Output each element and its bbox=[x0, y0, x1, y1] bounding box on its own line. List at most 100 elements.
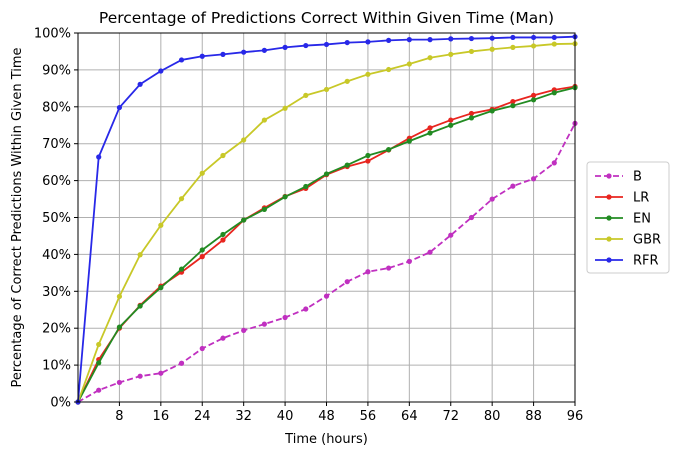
data-point bbox=[448, 117, 454, 123]
data-point bbox=[323, 86, 330, 93]
y-tick-label: 70% bbox=[42, 137, 71, 152]
data-point bbox=[406, 37, 412, 43]
series-layer bbox=[75, 34, 578, 405]
data-point bbox=[116, 104, 123, 111]
data-point bbox=[427, 249, 433, 255]
data-point bbox=[530, 34, 537, 41]
data-point bbox=[261, 206, 267, 212]
data-point bbox=[241, 217, 247, 223]
y-axis-label: Percentage of Correct Predictions Within… bbox=[10, 47, 25, 387]
data-point bbox=[427, 55, 433, 61]
data-point bbox=[344, 39, 350, 46]
legend-label: EN bbox=[633, 212, 651, 227]
data-point bbox=[199, 247, 205, 253]
legend-marker bbox=[606, 215, 612, 221]
y-tick-label: 60% bbox=[42, 174, 71, 189]
legend-label: GBR bbox=[633, 233, 661, 248]
x-tick-label: 64 bbox=[401, 409, 418, 424]
data-point bbox=[386, 66, 392, 73]
data-point bbox=[344, 162, 350, 168]
data-point bbox=[220, 231, 226, 238]
data-point bbox=[386, 147, 392, 153]
data-point bbox=[158, 285, 164, 291]
y-tick-label: 0% bbox=[50, 396, 71, 411]
data-point bbox=[199, 345, 205, 352]
data-point bbox=[241, 327, 247, 334]
data-point bbox=[365, 71, 371, 77]
y-tick-label: 50% bbox=[42, 211, 71, 226]
data-point bbox=[178, 57, 185, 63]
data-point bbox=[468, 115, 475, 121]
data-point bbox=[406, 61, 412, 67]
legend-marker bbox=[606, 257, 612, 263]
data-point bbox=[489, 35, 495, 41]
data-point bbox=[220, 51, 226, 58]
legend-item-en: EN bbox=[595, 212, 651, 227]
data-point bbox=[344, 78, 350, 84]
y-tick-label: 10% bbox=[42, 359, 71, 374]
data-point bbox=[365, 39, 371, 45]
data-point bbox=[178, 196, 185, 202]
data-point bbox=[551, 160, 557, 166]
x-tick-label: 32 bbox=[235, 409, 252, 424]
data-point bbox=[448, 36, 454, 42]
legend: B LR EN GBR RFR bbox=[586, 161, 670, 274]
data-point bbox=[468, 110, 475, 117]
data-point bbox=[178, 266, 185, 272]
y-tick-label: 90% bbox=[42, 63, 71, 78]
axis-ticks: 8 16 24 32 40 48 56 64 72 80 88 96 0% 10% 20% 30% 40% 50%… bbox=[34, 27, 583, 425]
data-point bbox=[365, 158, 371, 164]
data-point bbox=[241, 49, 247, 55]
data-point bbox=[468, 35, 475, 42]
data-point bbox=[551, 41, 557, 47]
x-tick-label: 24 bbox=[194, 409, 211, 424]
data-point bbox=[406, 258, 412, 265]
data-point bbox=[489, 108, 495, 114]
data-point bbox=[261, 321, 267, 327]
data-point bbox=[303, 92, 309, 98]
x-tick-label: 8 bbox=[115, 409, 123, 424]
data-point bbox=[344, 279, 350, 285]
x-tick-label: 88 bbox=[525, 409, 542, 424]
legend-marker bbox=[606, 173, 612, 179]
data-point bbox=[137, 303, 143, 309]
data-point bbox=[406, 138, 412, 144]
legend-item-b: B bbox=[595, 170, 642, 185]
data-point bbox=[96, 360, 102, 366]
y-tick-label: 30% bbox=[42, 285, 71, 300]
data-point bbox=[551, 90, 557, 96]
legend-box bbox=[586, 161, 670, 274]
data-point bbox=[530, 176, 537, 182]
data-point bbox=[551, 34, 557, 41]
data-point bbox=[116, 293, 123, 300]
data-point bbox=[427, 130, 433, 136]
data-point bbox=[241, 137, 247, 143]
data-point bbox=[448, 122, 454, 128]
data-point bbox=[137, 252, 143, 258]
series-en bbox=[75, 85, 578, 405]
x-tick-label: 56 bbox=[360, 409, 377, 424]
data-point bbox=[282, 105, 288, 111]
data-point bbox=[137, 81, 143, 87]
legend-marker bbox=[606, 236, 612, 242]
data-point bbox=[365, 152, 371, 159]
data-point bbox=[510, 44, 516, 50]
x-tick-label: 72 bbox=[442, 409, 459, 424]
legend-label: LR bbox=[633, 191, 649, 206]
data-point bbox=[427, 125, 433, 131]
data-point bbox=[386, 37, 392, 43]
data-point bbox=[468, 48, 475, 55]
data-point bbox=[220, 237, 226, 243]
legend-item-lr: LR bbox=[595, 191, 649, 206]
data-point bbox=[96, 154, 102, 160]
series-rfr bbox=[75, 34, 578, 405]
x-tick-label: 16 bbox=[153, 409, 170, 424]
data-point bbox=[282, 44, 288, 50]
data-point bbox=[158, 68, 164, 74]
data-point bbox=[116, 379, 123, 386]
data-point bbox=[96, 341, 102, 348]
data-point bbox=[261, 117, 267, 123]
data-point bbox=[137, 373, 143, 379]
x-tick-label: 80 bbox=[484, 409, 501, 424]
